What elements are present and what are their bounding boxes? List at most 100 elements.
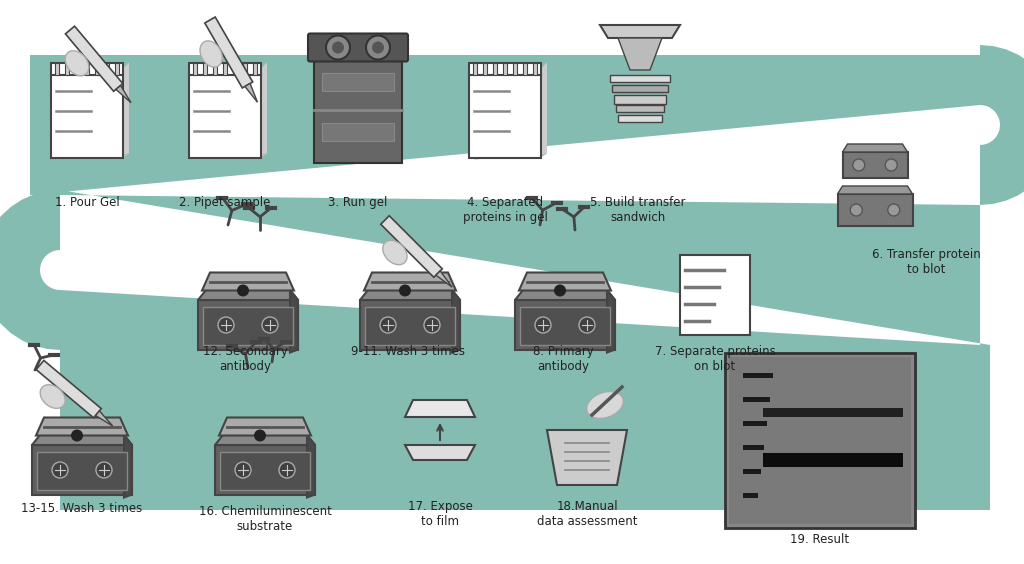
FancyBboxPatch shape — [743, 396, 770, 402]
Polygon shape — [547, 430, 627, 485]
FancyBboxPatch shape — [743, 469, 761, 474]
Polygon shape — [36, 360, 101, 418]
Text: 19. Result: 19. Result — [791, 533, 850, 546]
Text: 6. Transfer protein
to blot: 6. Transfer protein to blot — [872, 248, 981, 276]
FancyBboxPatch shape — [763, 452, 903, 466]
Circle shape — [853, 159, 864, 171]
FancyBboxPatch shape — [743, 421, 767, 425]
Polygon shape — [406, 400, 475, 417]
FancyBboxPatch shape — [193, 63, 197, 74]
FancyBboxPatch shape — [743, 492, 758, 497]
Polygon shape — [189, 153, 267, 160]
FancyBboxPatch shape — [743, 444, 764, 450]
Circle shape — [254, 430, 266, 442]
FancyBboxPatch shape — [534, 63, 537, 74]
Polygon shape — [0, 45, 1024, 510]
Text: 16. Chemiluminescent
substrate: 16. Chemiluminescent substrate — [199, 505, 332, 533]
Text: 1. Pour Gel: 1. Pour Gel — [54, 196, 120, 209]
FancyBboxPatch shape — [32, 445, 132, 495]
FancyBboxPatch shape — [233, 63, 237, 74]
Text: 9-11. Wash 3 times: 9-11. Wash 3 times — [351, 345, 465, 358]
FancyBboxPatch shape — [308, 33, 408, 61]
FancyBboxPatch shape — [75, 63, 79, 74]
Polygon shape — [32, 435, 132, 445]
Polygon shape — [364, 272, 456, 290]
FancyBboxPatch shape — [503, 63, 507, 74]
FancyBboxPatch shape — [483, 63, 487, 74]
Polygon shape — [406, 445, 475, 460]
Circle shape — [399, 284, 411, 297]
FancyBboxPatch shape — [616, 105, 664, 112]
Circle shape — [554, 284, 566, 297]
Circle shape — [71, 430, 83, 442]
FancyBboxPatch shape — [843, 152, 907, 178]
Circle shape — [886, 159, 897, 171]
FancyBboxPatch shape — [203, 63, 207, 74]
Polygon shape — [261, 63, 267, 157]
FancyBboxPatch shape — [469, 63, 541, 157]
Polygon shape — [51, 153, 129, 160]
Ellipse shape — [200, 41, 222, 67]
Polygon shape — [290, 290, 298, 352]
FancyBboxPatch shape — [37, 452, 127, 490]
FancyBboxPatch shape — [95, 63, 99, 74]
FancyBboxPatch shape — [213, 63, 217, 74]
FancyBboxPatch shape — [725, 352, 915, 527]
FancyBboxPatch shape — [493, 63, 497, 74]
FancyBboxPatch shape — [520, 307, 610, 345]
Polygon shape — [452, 290, 460, 352]
Circle shape — [380, 317, 396, 333]
Circle shape — [366, 36, 390, 59]
FancyBboxPatch shape — [189, 63, 261, 157]
FancyBboxPatch shape — [513, 63, 517, 74]
Text: 5. Build transfer
sandwich: 5. Build transfer sandwich — [590, 196, 686, 224]
Circle shape — [424, 317, 440, 333]
Text: 3. Run gel: 3. Run gel — [329, 196, 388, 209]
Polygon shape — [123, 63, 129, 157]
FancyBboxPatch shape — [51, 63, 123, 157]
Circle shape — [234, 462, 251, 478]
Polygon shape — [198, 290, 298, 300]
FancyBboxPatch shape — [198, 300, 298, 350]
FancyBboxPatch shape — [743, 372, 773, 377]
Circle shape — [218, 317, 234, 333]
FancyBboxPatch shape — [314, 58, 402, 162]
Polygon shape — [843, 144, 907, 152]
Ellipse shape — [40, 385, 66, 408]
Polygon shape — [124, 435, 132, 497]
Polygon shape — [600, 25, 680, 38]
Ellipse shape — [587, 391, 624, 418]
FancyBboxPatch shape — [729, 356, 911, 523]
FancyBboxPatch shape — [473, 63, 477, 74]
Text: 17. Expose
to film: 17. Expose to film — [408, 500, 472, 528]
Polygon shape — [618, 38, 662, 70]
FancyBboxPatch shape — [85, 63, 89, 74]
FancyBboxPatch shape — [220, 452, 310, 490]
Circle shape — [326, 36, 350, 59]
FancyBboxPatch shape — [253, 63, 257, 74]
Polygon shape — [469, 153, 547, 160]
Text: 4. Separated
proteins in gel: 4. Separated proteins in gel — [463, 196, 548, 224]
Polygon shape — [215, 435, 315, 445]
Polygon shape — [116, 86, 131, 103]
FancyBboxPatch shape — [610, 75, 670, 82]
Polygon shape — [381, 216, 442, 277]
Polygon shape — [838, 186, 912, 194]
FancyBboxPatch shape — [243, 63, 247, 74]
FancyBboxPatch shape — [215, 445, 315, 495]
FancyBboxPatch shape — [523, 63, 527, 74]
Polygon shape — [202, 272, 294, 290]
Polygon shape — [95, 411, 113, 426]
FancyBboxPatch shape — [838, 194, 912, 226]
FancyBboxPatch shape — [365, 307, 455, 345]
FancyBboxPatch shape — [115, 63, 119, 74]
Circle shape — [52, 462, 68, 478]
Polygon shape — [519, 272, 611, 290]
Polygon shape — [205, 17, 253, 88]
Ellipse shape — [383, 240, 408, 265]
Circle shape — [262, 317, 278, 333]
FancyBboxPatch shape — [203, 307, 293, 345]
Polygon shape — [436, 271, 453, 287]
Polygon shape — [66, 26, 123, 91]
FancyBboxPatch shape — [515, 300, 615, 350]
